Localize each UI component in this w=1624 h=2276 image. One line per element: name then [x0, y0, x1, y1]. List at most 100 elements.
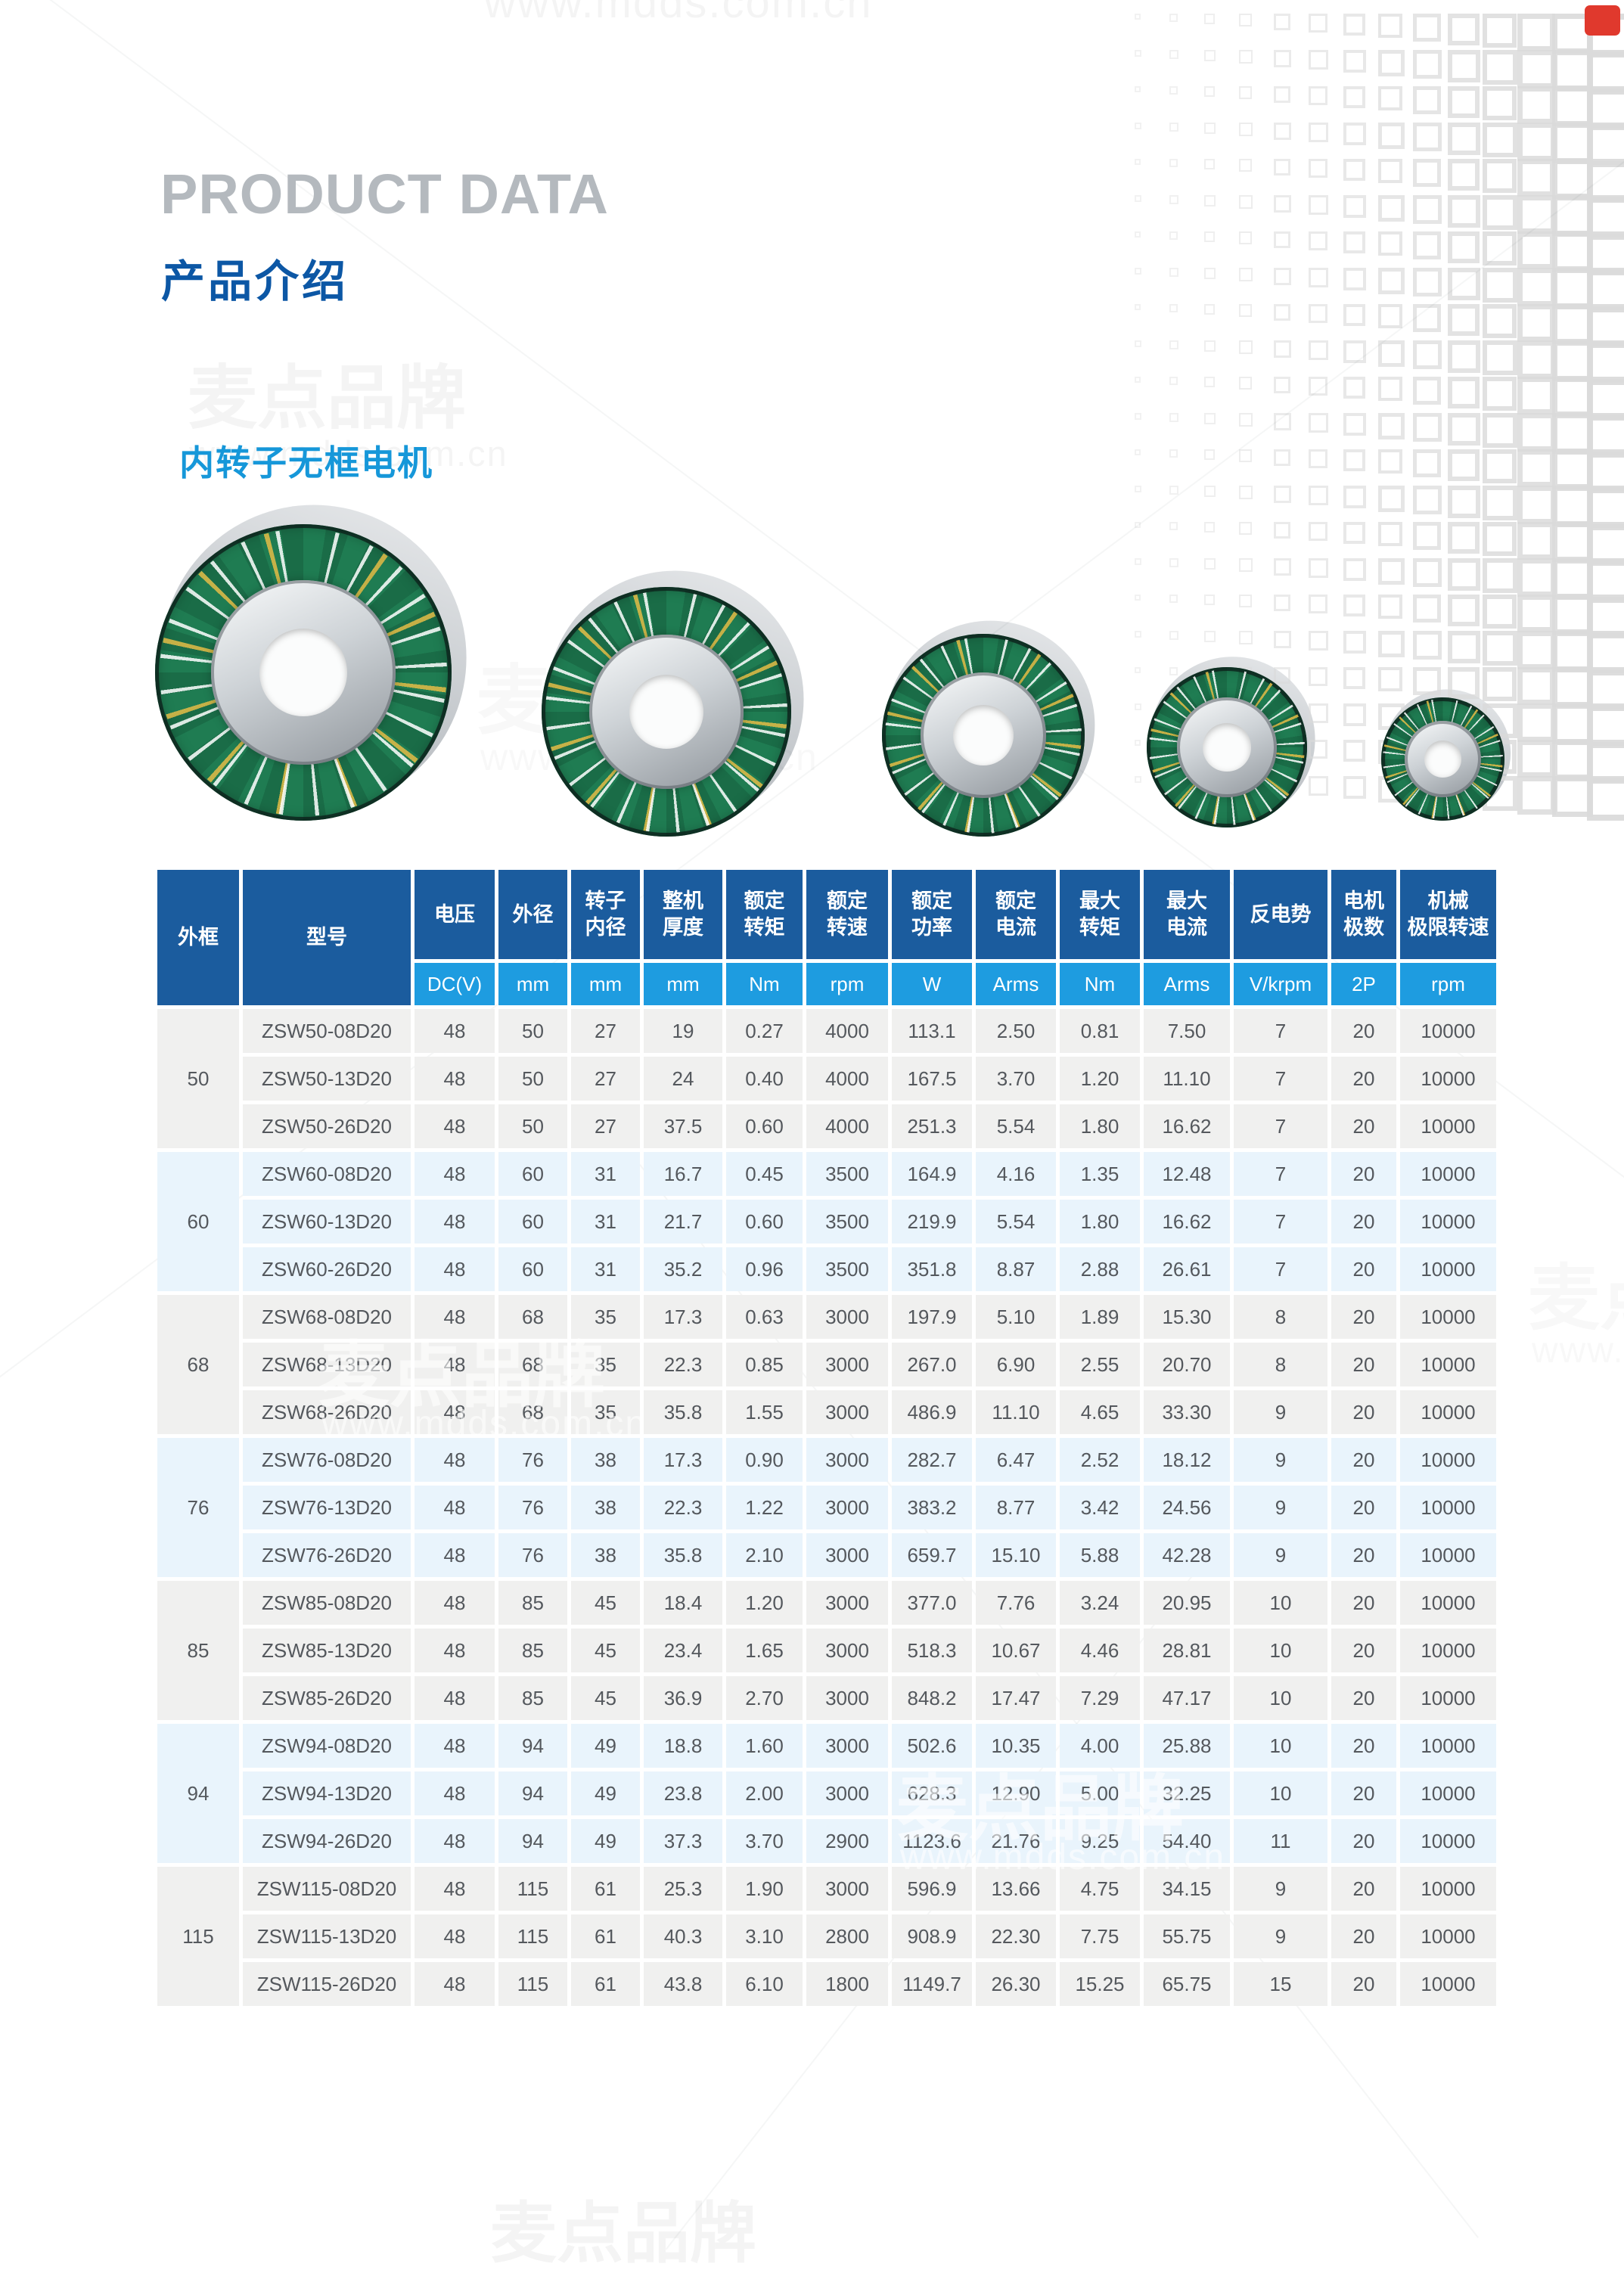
- motor-image-1: [155, 524, 452, 821]
- decor-square: [1239, 50, 1253, 64]
- decor-square: [1448, 486, 1481, 519]
- value-cell: 8: [1234, 1295, 1327, 1339]
- value-cell: 48: [415, 1104, 495, 1148]
- value-cell: 35: [571, 1343, 640, 1386]
- value-cell: 16.62: [1144, 1104, 1230, 1148]
- value-cell: 40.3: [644, 1914, 722, 1958]
- decor-square: [1517, 159, 1555, 197]
- decor-square: [1448, 14, 1480, 46]
- decor-square: [1343, 50, 1367, 73]
- value-cell: 4.46: [1060, 1629, 1140, 1672]
- value-cell: 5.54: [976, 1104, 1056, 1148]
- decor-square: [1274, 268, 1291, 285]
- decor-square: [1169, 50, 1178, 59]
- value-cell: 0.96: [726, 1247, 803, 1291]
- value-cell: 1.22: [726, 1486, 803, 1529]
- motor-bore: [1177, 697, 1277, 797]
- value-cell: 4.65: [1060, 1390, 1140, 1434]
- value-cell: 7: [1234, 1009, 1327, 1053]
- decor-square: [1378, 631, 1405, 658]
- decor-square: [1135, 740, 1141, 746]
- value-cell: 10000: [1400, 1486, 1496, 1529]
- decor-square: [1483, 159, 1517, 193]
- decor-square: [1378, 268, 1405, 295]
- value-cell: 15.25: [1060, 1962, 1140, 2006]
- decor-square: [1239, 595, 1252, 607]
- decor-square: [1169, 123, 1178, 132]
- value-cell: 48: [415, 1533, 495, 1577]
- decor-square: [1413, 195, 1442, 225]
- decor-square: [1483, 86, 1517, 120]
- value-cell: 15.10: [976, 1533, 1056, 1577]
- value-cell: 31: [571, 1200, 640, 1244]
- motor-hole: [1203, 723, 1251, 772]
- unit-cell: mm: [571, 963, 640, 1005]
- value-cell: 31: [571, 1152, 640, 1196]
- decor-square: [1343, 449, 1366, 472]
- value-cell: 9: [1234, 1867, 1327, 1911]
- value-cell: 3.42: [1060, 1486, 1140, 1529]
- decor-square: [1169, 86, 1178, 95]
- decor-square: [1135, 631, 1141, 638]
- decor-square: [1274, 522, 1290, 539]
- decor-square: [1309, 231, 1327, 250]
- value-cell: 28.81: [1144, 1629, 1230, 1672]
- decor-square: [1239, 377, 1252, 390]
- value-cell: 3000: [806, 1533, 888, 1577]
- decor-square: [1552, 631, 1593, 672]
- decor-square: [1204, 449, 1215, 460]
- decor-square: [1587, 231, 1624, 275]
- value-cell: 20: [1331, 1247, 1396, 1291]
- decor-square: [1204, 340, 1216, 352]
- value-cell: 9: [1234, 1533, 1327, 1577]
- value-cell: 5.88: [1060, 1533, 1140, 1577]
- value-cell: 0.60: [726, 1104, 803, 1148]
- decor-square: [1204, 377, 1215, 387]
- decor-square: [1274, 449, 1290, 466]
- decor-square: [1204, 123, 1216, 134]
- decor-square: [1239, 231, 1252, 244]
- model-cell: ZSW94-26D20: [243, 1819, 411, 1863]
- value-cell: 27: [571, 1057, 640, 1101]
- decor-square: [1239, 449, 1252, 462]
- value-cell: 20: [1331, 1724, 1396, 1768]
- decor-square: [1135, 304, 1141, 310]
- decor-square: [1343, 413, 1367, 436]
- motor-hole: [953, 705, 1014, 765]
- header-cell: 最大 转矩: [1060, 870, 1140, 959]
- decor-square: [1309, 667, 1327, 686]
- decor-square: [1483, 522, 1517, 556]
- value-cell: 2.50: [976, 1009, 1056, 1053]
- value-cell: 3000: [806, 1486, 888, 1529]
- decor-square: [1378, 50, 1405, 77]
- value-cell: 24.56: [1144, 1486, 1230, 1529]
- value-cell: 38: [571, 1438, 640, 1482]
- decor-square: [1378, 486, 1405, 513]
- decor-square: [1343, 631, 1367, 654]
- motor-image-4: [1147, 667, 1307, 827]
- decor-square: [1169, 14, 1178, 22]
- decor-square: [1204, 486, 1216, 497]
- value-cell: 10000: [1400, 1295, 1496, 1339]
- value-cell: 20: [1331, 1200, 1396, 1244]
- decor-square: [1169, 340, 1178, 349]
- value-cell: 54.40: [1144, 1819, 1230, 1863]
- value-cell: 20: [1331, 1581, 1396, 1625]
- decor-square: [1309, 486, 1328, 505]
- page-title-zh: 产品介绍: [161, 257, 349, 306]
- value-cell: 15.30: [1144, 1295, 1230, 1339]
- decor-square: [1343, 231, 1366, 254]
- frame-cell: 115: [157, 1867, 239, 2006]
- decor-square: [1343, 195, 1367, 219]
- value-cell: 48: [415, 1486, 495, 1529]
- decor-square: [1169, 449, 1178, 458]
- value-cell: 383.2: [892, 1486, 972, 1529]
- decor-square: [1413, 595, 1442, 623]
- value-cell: 502.6: [892, 1724, 972, 1768]
- value-cell: 20: [1331, 1390, 1396, 1434]
- value-cell: 76: [498, 1486, 567, 1529]
- decor-square: [1239, 486, 1253, 499]
- decor-square: [1552, 449, 1592, 489]
- value-cell: 377.0: [892, 1581, 972, 1625]
- value-cell: 9: [1234, 1486, 1327, 1529]
